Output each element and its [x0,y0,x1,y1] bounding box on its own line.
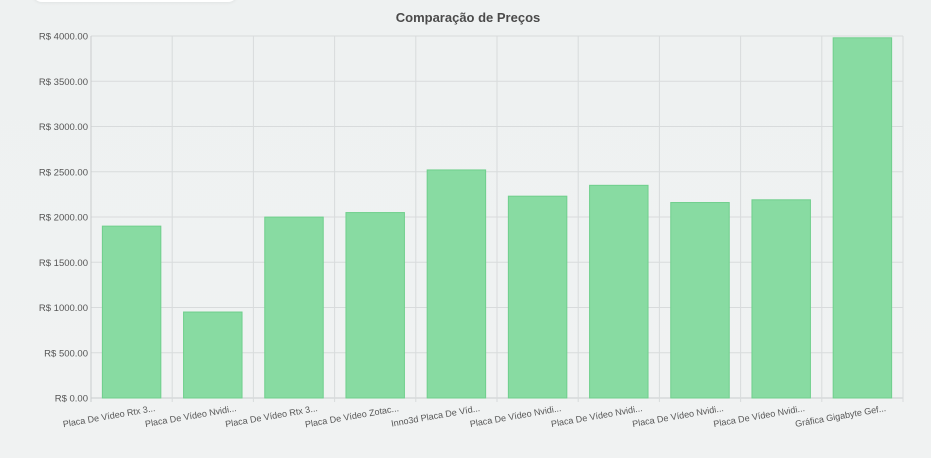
bar[interactable] [507,195,568,399]
x-tick-label: Placa De Vídeo Zotac... [304,403,399,429]
y-tick-label: R$ 1500.00 [39,258,88,269]
x-tick-label: Placa De Vídeo Nvidi... [713,403,806,429]
top-card-edge [32,0,238,2]
bar[interactable] [589,184,649,399]
x-tick-label: Placa De Vídeo Nvidi... [550,403,643,429]
bar[interactable] [345,212,405,399]
bar[interactable] [101,225,162,399]
x-tick-label: Placa De Vídeo Nvidi... [469,403,562,429]
y-tick-label: R$ 500.00 [44,348,88,359]
x-tick-label: Placa De Vídeo Rtx 3... [62,403,156,429]
x-tick-label: Gráfica Gigabyte Gef... [794,403,886,429]
x-tick-label: Placa De Vídeo Nvidi... [631,403,724,429]
y-tick-label: R$ 4000.00 [39,32,88,43]
bars [101,37,893,399]
y-tick-label: R$ 1000.00 [39,303,88,314]
y-tick-label: R$ 3000.00 [39,122,88,133]
x-axis: Placa De Vídeo Rtx 3...Placa De Vídeo Nv… [62,403,887,429]
bar[interactable] [183,311,243,399]
bar[interactable] [670,202,730,399]
chart-title: Comparação de Preços [396,10,541,25]
bar[interactable] [832,37,893,399]
bar[interactable] [426,169,487,399]
x-tick-label: Inno3d Placa De Víd... [390,403,480,428]
x-tick-label: Placa De Vídeo Nvidi... [144,403,237,429]
y-axis: R$ 0.00 R$ 500.00 R$ 1000.00 R$ 1500.00 R$ 2… [39,32,88,405]
y-tick-label: R$ 0.00 [55,394,88,405]
y-tick-label: R$ 2000.00 [39,213,88,224]
y-tick-label: R$ 3500.00 [39,77,88,88]
y-tick-label: R$ 2500.00 [39,167,88,178]
bar[interactable] [264,216,324,399]
bar[interactable] [751,199,811,399]
